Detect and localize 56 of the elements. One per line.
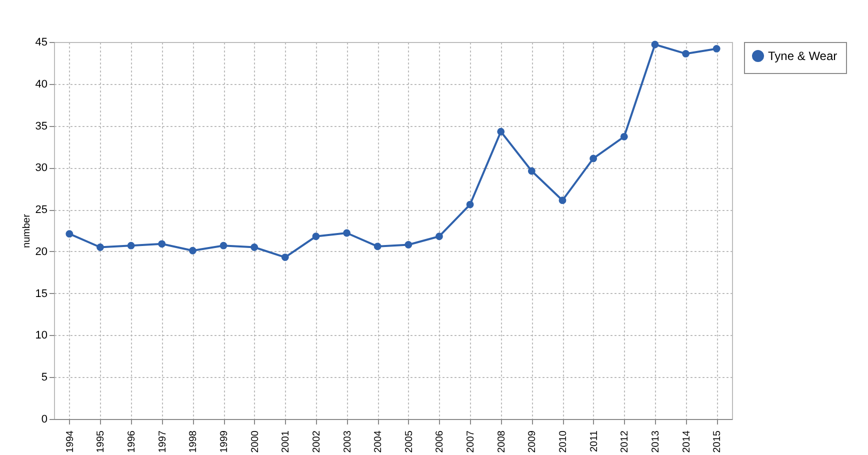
x-tick-label: 1996 [126, 430, 138, 453]
x-tick-label: 2000 [250, 430, 261, 453]
legend-label: Tyne & Wear [768, 49, 838, 63]
x-tick-label: 2001 [280, 430, 292, 453]
x-tick-label: 2005 [404, 430, 415, 453]
x-tick-label: 2015 [712, 430, 724, 453]
x-tick-label: 2013 [650, 430, 662, 453]
point [528, 167, 536, 175]
point [374, 242, 382, 250]
y-tick-label: 15 [35, 288, 48, 300]
y-tick-label: 35 [35, 120, 48, 132]
point [343, 229, 350, 237]
y-tick-label: 5 [41, 372, 48, 384]
x-tick-label: 2014 [681, 430, 692, 453]
x-tick-label: 1994 [64, 430, 76, 453]
y-tick-label: 25 [35, 204, 48, 216]
point [158, 240, 166, 248]
point [281, 254, 289, 262]
x-tick-label: 1999 [219, 430, 230, 453]
point [220, 242, 228, 250]
point [312, 232, 320, 240]
point [651, 40, 659, 48]
point [188, 246, 196, 254]
y-tick-label: 30 [35, 162, 48, 174]
point [127, 242, 135, 250]
y-tick-label: 45 [35, 36, 48, 48]
point [466, 200, 474, 208]
x-tick-label: 2009 [527, 430, 538, 453]
point [250, 244, 258, 251]
x-tick-label: 2002 [311, 430, 322, 453]
point [682, 50, 690, 58]
point [497, 128, 505, 136]
x-tick-label: 1995 [96, 430, 107, 453]
y-axis-title: number [21, 213, 32, 248]
point [66, 230, 74, 238]
x-tick-label: 2010 [558, 430, 569, 453]
point [590, 154, 598, 162]
y-tick-label: 40 [35, 78, 48, 90]
x-tick-label: 1998 [188, 430, 200, 453]
point [712, 45, 720, 52]
point [436, 232, 443, 240]
point [96, 244, 104, 251]
x-tick-label: 1997 [157, 430, 168, 453]
point [558, 196, 566, 204]
x-tick-label: 2007 [466, 430, 477, 453]
y-tick-label: 0 [41, 414, 48, 426]
point [404, 241, 412, 248]
y-tick-label: 20 [35, 246, 48, 258]
x-tick-label: 2008 [496, 430, 508, 453]
y-tick-label: 10 [35, 330, 48, 342]
point [620, 132, 628, 140]
x-tick-label: 2006 [434, 430, 446, 453]
x-tick-label: 2012 [620, 430, 631, 453]
x-tick-label: 2011 [588, 430, 600, 452]
x-tick-label: 2004 [373, 430, 384, 453]
x-tick-label: 2003 [342, 430, 354, 453]
